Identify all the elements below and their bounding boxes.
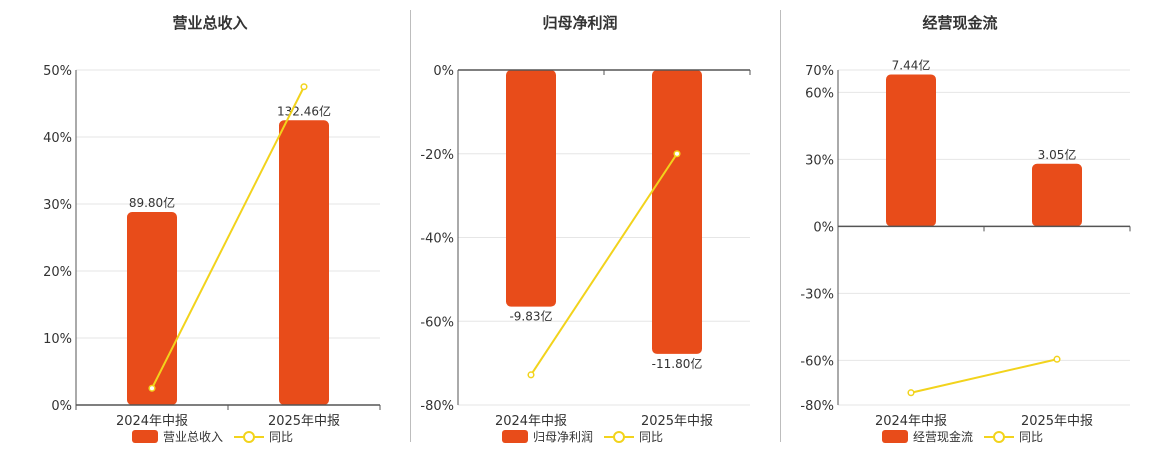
y-tick-label: -60% [800,354,834,369]
yoy-line [910,358,1058,394]
legend-item-line[interactable]: 同比 [234,428,293,445]
y-tick-label: 30% [43,198,72,213]
y-tick-label: 0% [813,220,834,235]
x-tick-label: 2024年中报 [875,414,947,429]
legend-label-bar: 归母净利润 [533,430,594,444]
revenue-chart-svg: 营业总收入 0% 10% 20% 30% 40% 50% 89.80亿 132.46亿 2024年… [43,14,381,429]
y-tick-label: -60% [420,315,454,330]
y-tick-label: -80% [800,399,834,414]
cash-flow-chart-svg: 经营现金流 -80% -60% -30% 0% 30% 60% 70% 7.44亿 3.05亿 20… [800,14,1131,429]
legend-swatch-bar [132,430,158,443]
y-tick-label: 0% [433,64,454,79]
legend-swatch-line [234,430,264,443]
chart-panel-cash-flow: 经营现金流 -80% -60% -30% 0% 30% 60% 70% 7.44亿 3.05亿 20… [770,0,1160,450]
bar [279,120,329,405]
yoy-point [527,371,535,379]
x-tick-label: 2024年中报 [495,414,567,429]
bar-value-label: 3.05亿 [1038,147,1077,162]
legend-swatch-bar [502,430,528,443]
x-tick-label: 2024年中报 [116,414,188,429]
legend-item-bar[interactable]: 经营现金流 [882,428,973,445]
y-tick-label: -30% [800,287,834,302]
chart-title: 经营现金流 [922,14,997,32]
yoy-point [1053,355,1061,363]
y-tick-label: 0% [51,399,72,414]
yoy-line [530,153,678,376]
bar-value-label: 132.46亿 [277,103,331,118]
legend-label-bar: 经营现金流 [913,430,974,444]
chart-panel-revenue: 营业总收入 0% 10% 20% 30% 40% 50% 89.80亿 132.46亿 2024年… [0,0,400,450]
legend-item-line[interactable]: 同比 [984,428,1043,445]
bar [652,70,702,354]
bar [506,70,556,307]
y-tick-label: 50% [43,64,72,79]
yoy-line [151,86,305,389]
legend-item-bar[interactable]: 归母净利润 [502,428,593,445]
y-tick-label: 10% [43,332,72,347]
bar-value-label: 7.44亿 [892,57,931,72]
yoy-point [148,384,156,392]
chart-title: 归母净利润 [542,14,617,32]
y-tick-label: 20% [43,265,72,280]
x-tick-label: 2025年中报 [268,414,340,429]
legend-label-line: 同比 [639,430,664,444]
bar-value-label: 89.80亿 [129,195,175,210]
yoy-point [673,150,681,158]
chart-title: 营业总收入 [172,14,247,32]
legend-item-bar[interactable]: 营业总收入 [132,428,223,445]
bar [1032,163,1082,227]
panel-divider [410,10,411,442]
x-tick-label: 2025年中报 [641,414,713,429]
chart-panel-net-profit: 归母净利润 -80% -60% -40% -20% 0% -9.83亿 -11.80亿 2024… [390,0,780,450]
x-tick-label: 2025年中报 [1021,414,1093,429]
legend-swatch-line [604,430,634,443]
panel-divider [780,10,781,442]
legend-swatch-bar [882,430,908,443]
yoy-point [300,83,308,91]
y-tick-label: 70% [805,64,834,79]
y-tick-label: 30% [805,153,834,168]
yoy-point [907,389,915,397]
legend-swatch-line [984,430,1014,443]
y-tick-label: -80% [420,399,454,414]
bar [127,212,177,405]
y-tick-label: 60% [805,86,834,101]
legend-label-line: 同比 [269,430,294,444]
net-profit-chart-svg: 归母净利润 -80% -60% -40% -20% 0% -9.83亿 -11.80亿 2024… [420,14,751,429]
y-tick-label: -40% [420,232,454,247]
legend-label-bar: 营业总收入 [163,430,224,444]
legend-item-line[interactable]: 同比 [604,428,663,445]
y-tick-label: -20% [420,148,454,163]
legend-label-line: 同比 [1019,430,1044,444]
bar-value-label: -11.80亿 [652,356,703,371]
y-tick-label: 40% [43,131,72,146]
bar-value-label: -9.83亿 [509,309,552,324]
bar [886,74,936,227]
